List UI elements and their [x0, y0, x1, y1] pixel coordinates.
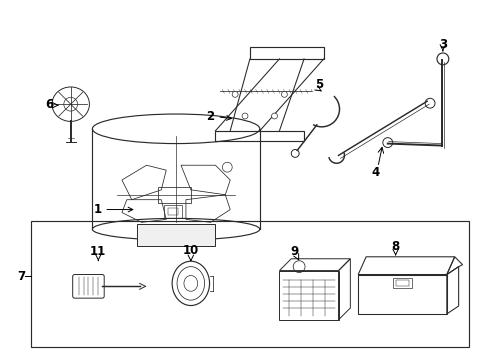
Text: 1: 1 [93, 203, 133, 216]
Text: 9: 9 [289, 246, 298, 258]
Text: 8: 8 [391, 240, 399, 253]
Text: 11: 11 [90, 246, 106, 258]
Bar [31, 221, 468, 347]
Bar [137, 224, 215, 246]
Bar [392, 278, 411, 288]
Bar [164, 204, 182, 219]
Bar [168, 208, 178, 215]
Circle shape [232, 91, 238, 97]
Circle shape [271, 113, 277, 119]
Text: 4: 4 [371, 166, 379, 179]
Circle shape [281, 91, 287, 97]
Bar [358, 275, 446, 314]
Text: 6: 6 [45, 98, 53, 111]
Text: 10: 10 [183, 244, 199, 257]
Text: 2: 2 [206, 109, 231, 122]
Bar [395, 280, 408, 286]
Text: 3: 3 [438, 38, 446, 51]
Text: 7: 7 [18, 270, 25, 283]
Circle shape [242, 113, 247, 119]
Bar [279, 271, 338, 320]
Text: 5: 5 [314, 78, 322, 91]
